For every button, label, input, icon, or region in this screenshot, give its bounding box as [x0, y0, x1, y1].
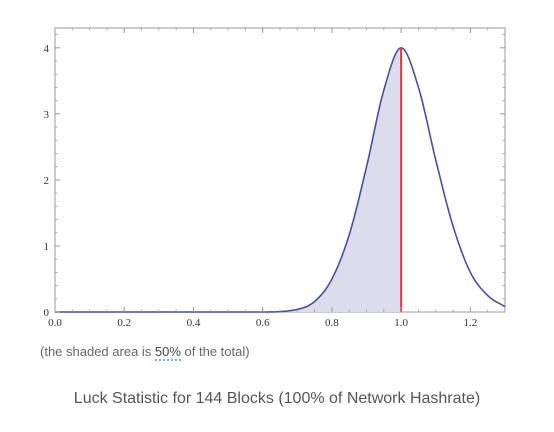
chart-caption: Luck Statistic for 144 Blocks (100% of N…	[73, 390, 481, 407]
y-tick-label: 1	[44, 241, 50, 253]
y-tick-label: 4	[44, 43, 50, 55]
note-suffix: of the total)	[180, 344, 250, 359]
distribution-curve	[55, 47, 506, 313]
y-tick-label: 3	[44, 109, 50, 121]
x-tick-label: 0.4	[187, 317, 201, 329]
shaded-area-layer	[55, 47, 402, 313]
shaded-area-note: (the shaded area is 50% of the total)	[40, 344, 250, 361]
luck-distribution-chart: 0.0 0.2 0.4 0.6 0.8 1.0 1.2 0 1 2 3 4	[44, 27, 506, 329]
y-tick-label: 0	[44, 307, 50, 319]
note-prefix: (the shaded area is	[40, 344, 155, 359]
x-tick-label: 0.8	[325, 317, 339, 329]
y-tick-label: 2	[44, 175, 50, 187]
x-tick-label: 0.2	[117, 317, 131, 329]
curve-layer	[55, 47, 506, 313]
x-tick-label: 0.6	[256, 317, 270, 329]
shaded-area	[55, 47, 402, 313]
x-tick-label: 0.0	[48, 317, 62, 329]
x-tick-label: 1.2	[464, 317, 478, 329]
x-tick-label: 1.0	[394, 317, 408, 329]
tick-layer: 0.0 0.2 0.4 0.6 0.8 1.0 1.2 0 1 2 3 4	[44, 28, 506, 329]
shaded-percentage: 50%	[154, 344, 181, 361]
